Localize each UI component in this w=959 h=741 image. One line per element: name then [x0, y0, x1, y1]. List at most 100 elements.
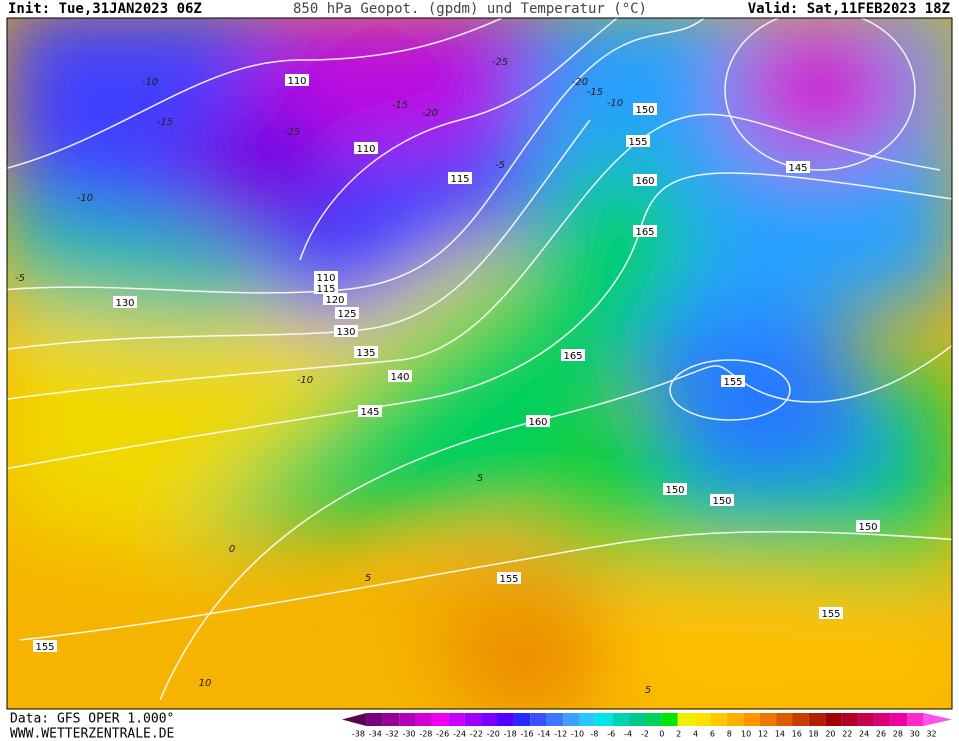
- geopotential-label: 165: [563, 351, 582, 362]
- temperature-label: -15: [392, 100, 408, 111]
- init-time: Init: Tue,31JAN2023 06Z: [8, 1, 202, 17]
- geopotential-label: 115: [450, 174, 469, 185]
- colorbar-label: -14: [537, 730, 550, 739]
- temperature-label: -25: [284, 127, 300, 138]
- colorbar-label: -8: [590, 730, 598, 739]
- colorbar-label: -6: [607, 730, 615, 739]
- colorbar-label: 14: [775, 730, 785, 739]
- colorbar-label: 6: [710, 730, 715, 739]
- temperature-label: -20: [572, 77, 588, 88]
- geopotential-label: 160: [528, 417, 547, 428]
- colorbar-label: -24: [453, 730, 466, 739]
- geopotential-label: 155: [628, 137, 647, 148]
- label-box: [33, 640, 57, 652]
- colorbar-label: 10: [741, 730, 751, 739]
- colorbar-label: 18: [808, 730, 818, 739]
- geopotential-label: 150: [858, 522, 877, 533]
- geopotential-label: 160: [635, 176, 654, 187]
- colorbar-label: 4: [693, 730, 698, 739]
- color-swatch: [448, 713, 465, 726]
- color-swatch: [546, 713, 564, 726]
- temperature-label: -25: [492, 57, 508, 68]
- temperature-label: -10: [142, 77, 158, 88]
- geopotential-label: 130: [336, 327, 355, 338]
- color-swatch: [677, 713, 695, 726]
- color-swatch: [513, 713, 531, 726]
- geopotential-label: 120: [325, 295, 344, 306]
- geopotential-label: 130: [115, 298, 134, 309]
- colorbar-label: -10: [571, 730, 584, 739]
- colorbar-label: -28: [419, 730, 432, 739]
- temperature-label: -5: [495, 160, 505, 171]
- colorbar-label: -22: [470, 730, 483, 739]
- geopotential-label: 150: [635, 105, 654, 116]
- label-box: [388, 370, 412, 382]
- color-swatch: [759, 713, 777, 726]
- label-box: [448, 172, 472, 184]
- color-swatch: [825, 713, 842, 726]
- colorbar-label: -32: [386, 730, 399, 739]
- label-box: [710, 494, 734, 506]
- color-swatch: [858, 713, 875, 726]
- colorbar-label: -26: [436, 730, 449, 739]
- color-swatch: [579, 713, 596, 726]
- color-swatch: [726, 713, 744, 726]
- color-swatch: [776, 713, 793, 726]
- color-swatch: [497, 713, 514, 726]
- color-swatch: [530, 713, 547, 726]
- geopotential-label: 150: [665, 485, 684, 496]
- colorbar-label: -16: [520, 730, 533, 739]
- color-swatch: [743, 713, 760, 726]
- map-title: 850 hPa Geopot. (gpdm) und Temperatur (°…: [293, 1, 647, 17]
- label-box: [323, 293, 347, 305]
- label-box: [497, 572, 521, 584]
- color-swatch: [399, 713, 416, 726]
- temperature-label: -10: [297, 375, 313, 386]
- label-box: [314, 282, 338, 294]
- color-swatch: [841, 713, 859, 726]
- color-swatch: [661, 713, 678, 726]
- colorbar-label: 22: [842, 730, 852, 739]
- colorbar-label: -30: [402, 730, 415, 739]
- color-swatch: [366, 713, 383, 726]
- data-source: Data: GFS OPER 1.000°: [10, 712, 174, 727]
- color-swatch: [595, 713, 613, 726]
- colorbar-label: -2: [641, 730, 649, 739]
- contour-labels: 1101101151101151201251301351401451501551…: [15, 57, 880, 696]
- color-swatch: [808, 713, 826, 726]
- colorbar-label: -12: [554, 730, 567, 739]
- geopotential-label: 150: [712, 496, 731, 507]
- geopotential-label: 110: [356, 144, 375, 155]
- label-box: [626, 135, 650, 147]
- colorbar-label: 16: [792, 730, 802, 739]
- color-swatch: [792, 713, 809, 726]
- label-box: [358, 405, 382, 417]
- colorbar-label: 26: [876, 730, 886, 739]
- temperature-label: -10: [77, 193, 93, 204]
- temperature-label: -10: [607, 98, 623, 109]
- colorbar-label: 24: [859, 730, 869, 739]
- label-box: [113, 296, 137, 308]
- label-box: [354, 142, 378, 154]
- color-swatch: [431, 713, 449, 726]
- color-swatch: [628, 713, 645, 726]
- color-swatch: [464, 713, 482, 726]
- geopotential-label: 155: [821, 609, 840, 620]
- label-box: [856, 520, 880, 532]
- valid-time: Valid: Sat,11FEB2023 18Z: [748, 1, 950, 17]
- color-swatch: [890, 713, 908, 726]
- temperature-label: 5: [365, 573, 371, 584]
- geopotential-label: 155: [723, 377, 742, 388]
- label-box: [633, 103, 657, 115]
- geopotential-label: 125: [337, 309, 356, 320]
- color-swatch: [907, 713, 924, 726]
- color-swatch: [382, 713, 400, 726]
- colorbar-label: 12: [758, 730, 768, 739]
- label-box: [633, 174, 657, 186]
- label-box: [633, 225, 657, 237]
- temperature-label: -15: [157, 117, 173, 128]
- color-swatch: [874, 713, 891, 726]
- temperature-label: -20: [422, 108, 438, 119]
